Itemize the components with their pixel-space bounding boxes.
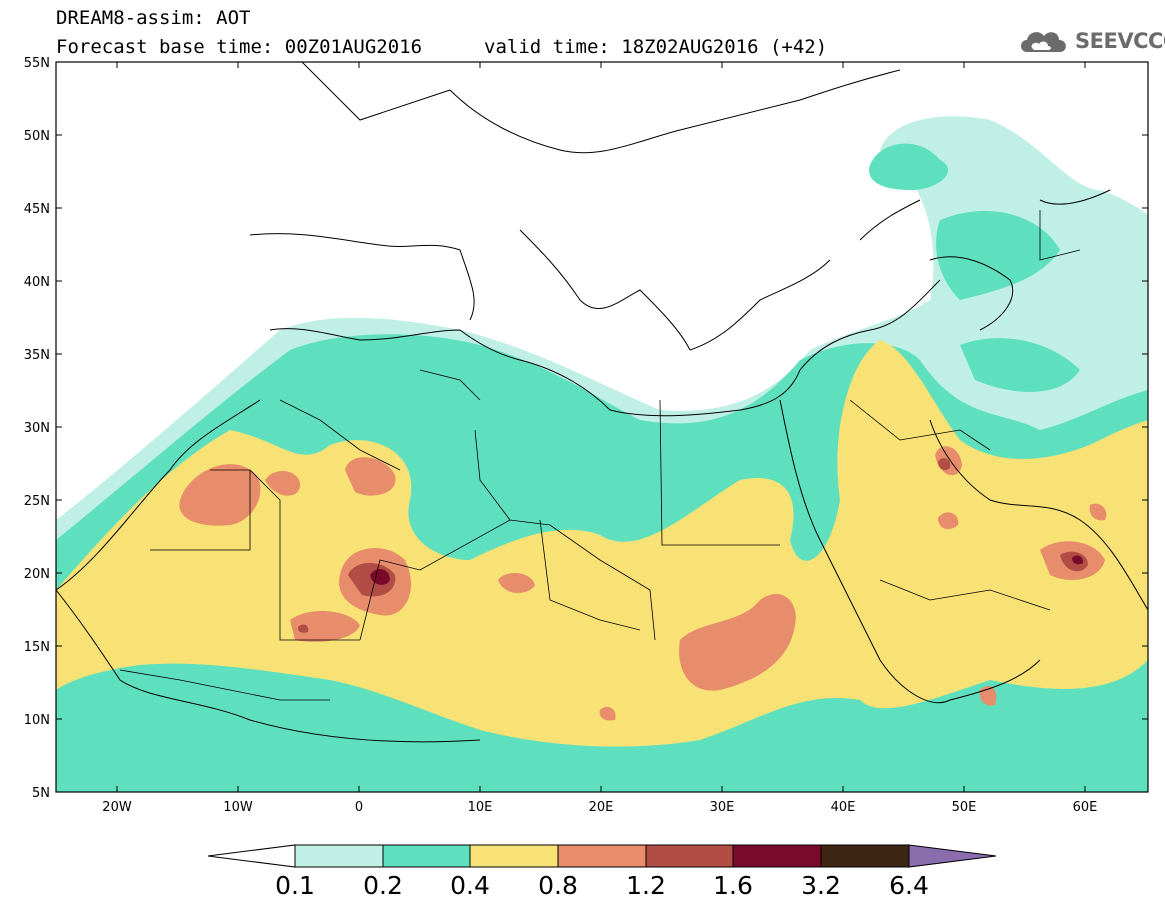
colorbar-labels: 0.1 0.2 0.4 0.8 1.2 1.6 3.2 6.4 — [275, 871, 929, 900]
coastlines — [56, 62, 1148, 743]
colorbar-swatch-1.6 — [732, 844, 822, 868]
cloud-icon — [1021, 32, 1066, 52]
latitude-axis: 55N 50N 45N 40N 35N 30N 25N 20N 15N 10N … — [24, 56, 1148, 801]
lat-label-30n: 30N — [24, 421, 50, 436]
colorbar-right-arrow — [908, 844, 997, 868]
lat-label-20n: 20N — [24, 567, 50, 582]
colorbar-label-0.4: 0.4 — [450, 871, 490, 900]
colorbar-label-0.2: 0.2 — [363, 871, 403, 900]
lon-label-10e: 10E — [468, 800, 493, 815]
seevccc-logo: SEEVCCC — [1017, 24, 1165, 58]
lat-label-45n: 45N — [24, 202, 50, 217]
valid-time: valid time: 18Z02AUG2016 (+42) — [484, 36, 828, 58]
lon-label-10w: 10W — [223, 800, 253, 815]
colorbar — [207, 844, 997, 868]
colorbar-label-6.4: 6.4 — [889, 871, 929, 900]
aot-field — [56, 62, 1148, 792]
colorbar-swatch-0.8 — [557, 844, 647, 868]
colorbar-swatch-0.4 — [469, 844, 559, 868]
colorbar-label-1.2: 1.2 — [626, 871, 666, 900]
lon-label-60e: 60E — [1073, 800, 1098, 815]
lon-label-0: 0 — [355, 800, 363, 815]
colorbar-label-1.6: 1.6 — [713, 871, 753, 900]
lon-label-30e: 30E — [710, 800, 735, 815]
colorbar-swatch-0.1 — [294, 844, 384, 868]
lat-label-35n: 35N — [24, 348, 50, 363]
aot-band-0.4 — [56, 340, 1148, 747]
lat-label-5n: 5N — [32, 786, 50, 801]
lat-label-55n: 55N — [24, 56, 50, 71]
lat-label-40n: 40N — [24, 275, 50, 290]
logo-text: SEEVCCC — [1075, 29, 1165, 53]
lon-label-20e: 20E — [589, 800, 614, 815]
country-borders — [119, 210, 1081, 701]
map-title: DREAM8-assim: AOT — [56, 7, 251, 29]
lon-label-50e: 50E — [952, 800, 977, 815]
colorbar-label-3.2: 3.2 — [801, 871, 841, 900]
colorbar-swatch-0.2 — [382, 844, 471, 868]
colorbar-swatch-3.2 — [820, 844, 910, 868]
lon-label-20w: 20W — [102, 800, 132, 815]
forecast-base-time: Forecast base time: 00Z01AUG2016 — [56, 36, 423, 58]
colorbar-swatch-1.2 — [645, 844, 734, 868]
lat-label-15n: 15N — [24, 640, 50, 655]
lon-label-40e: 40E — [831, 800, 856, 815]
aot-band-0.2-north — [869, 143, 1080, 392]
colorbar-left-arrow — [207, 844, 296, 868]
lat-label-25n: 25N — [24, 494, 50, 509]
lat-label-50n: 50N — [24, 129, 50, 144]
lat-label-10n: 10N — [24, 713, 50, 728]
colorbar-label-0.8: 0.8 — [538, 871, 578, 900]
colorbar-label-0.1: 0.1 — [275, 871, 315, 900]
longitude-axis: 20W 10W 0 10E 20E 30E 40E 50E 60E — [102, 62, 1097, 815]
